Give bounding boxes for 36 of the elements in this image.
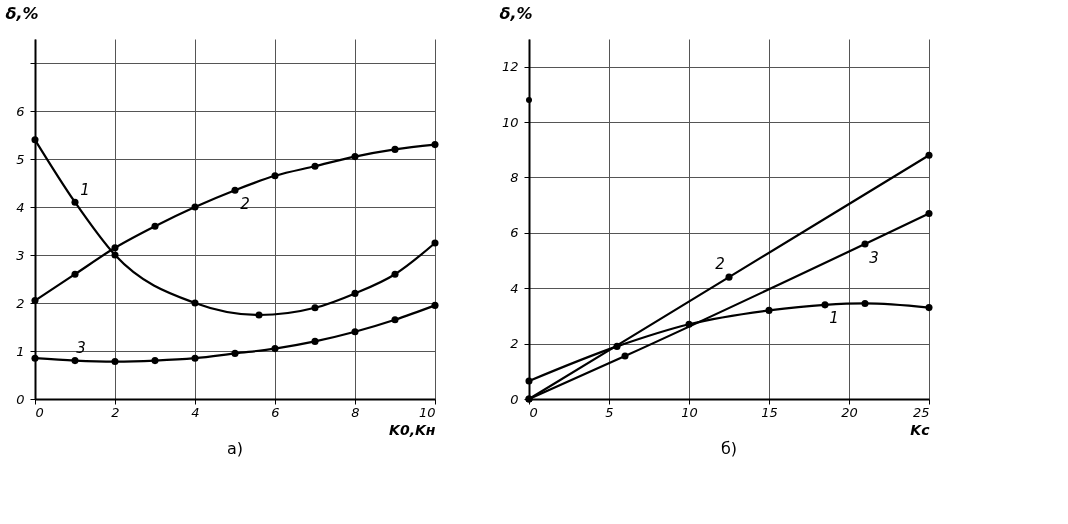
series-label: 2: [715, 255, 725, 274]
x-tick-label: 8: [351, 404, 360, 420]
y-tick-label: 0: [16, 391, 25, 407]
text: а): [226, 439, 244, 458]
y-axis-title: δ,%: [5, 3, 39, 23]
x-tick-label: 0: [35, 404, 44, 420]
y-tick-label: 2: [16, 295, 25, 311]
y-tick-label: 10: [501, 114, 519, 130]
y-tick-label: 6: [16, 103, 25, 119]
y-tick-label: 4: [510, 280, 519, 296]
x-axis-title: Kс: [910, 421, 931, 438]
x-tick-label: 6: [271, 404, 280, 420]
y-tick-label: 2: [510, 336, 519, 352]
series-label: 3: [869, 248, 879, 267]
y-tick-label: 5: [16, 151, 25, 167]
x-tick-label: 0: [529, 404, 538, 420]
x-axis-title: K0,Kн: [389, 421, 436, 438]
x-tick-label: 5: [605, 404, 614, 420]
x-tick-label: 15: [761, 404, 778, 420]
y-tick-label: 4: [16, 199, 25, 215]
x-tick-label: 10: [418, 404, 436, 420]
y-tick-label: 1: [16, 343, 25, 359]
x-tick-label: 25: [912, 404, 930, 420]
y-tick-label: 3: [16, 247, 25, 263]
x-tick-label: 2: [111, 404, 120, 420]
y-tick-label: 6: [510, 225, 519, 241]
x-tick-label: 4: [191, 404, 200, 420]
y-tick-label: 0: [510, 391, 519, 407]
x-tick-label: 20: [841, 404, 858, 420]
y-axis-title: δ,%: [499, 3, 533, 23]
x-tick-label: 10: [681, 404, 698, 420]
text: б): [720, 439, 738, 458]
y-tick-label: 8: [510, 169, 519, 185]
y-tick-label: 12: [501, 59, 519, 75]
series-label: 1: [80, 181, 90, 200]
series-label: 1: [829, 308, 839, 327]
